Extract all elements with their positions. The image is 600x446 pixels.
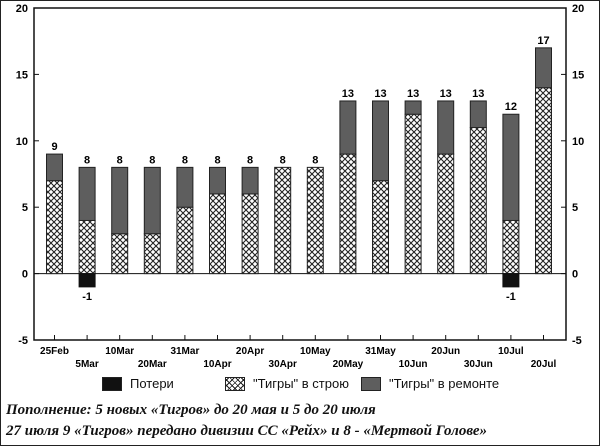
bar-in-repair	[535, 47, 552, 89]
bar-in-service	[46, 180, 63, 275]
x-tick-label: 31Mar	[170, 346, 199, 357]
total-label: 8	[312, 154, 318, 166]
x-tick-label: 10Apr	[203, 359, 231, 370]
legend-item-in-service: "Тигры" в строю	[225, 376, 349, 391]
x-tick-label: 30Apr	[269, 359, 297, 370]
total-label: 13	[472, 88, 484, 100]
y-tick-label-right: -5	[572, 335, 582, 347]
data-labels: 9 8 -1 8 8 8 8 8 8 8 13 13 13 13 13 12 -1 17	[51, 35, 549, 303]
y-tick-label-left: 15	[16, 69, 28, 81]
bar-in-repair	[143, 166, 161, 235]
bar-in-service	[274, 166, 292, 275]
y-tick-label-right: 10	[572, 136, 584, 148]
bar-in-repair	[111, 166, 129, 235]
total-label: 8	[149, 154, 155, 166]
bar-in-service	[339, 153, 357, 275]
x-tick-label: 10Jul	[498, 346, 524, 357]
total-label: 8	[117, 154, 123, 166]
y-tick-label-left: 10	[16, 136, 28, 148]
bar-in-repair	[46, 153, 63, 182]
bar-in-service	[241, 193, 259, 275]
loss-label: -1	[82, 291, 92, 303]
x-tick-label: 5Mar	[75, 359, 98, 370]
total-label: 8	[182, 154, 188, 166]
bar-in-repair	[437, 100, 455, 155]
y-tick-label-right: 20	[572, 3, 584, 15]
total-label: 8	[280, 154, 286, 166]
legend-swatch-in-repair	[361, 376, 381, 391]
bar-in-repair	[209, 166, 226, 195]
bar-in-service	[469, 127, 487, 275]
legend-swatch-in-service	[225, 376, 245, 391]
bar-in-repair	[502, 113, 520, 221]
bar-in-service	[306, 166, 324, 275]
total-label: 13	[440, 88, 452, 100]
total-label: 13	[342, 88, 354, 100]
x-tick-label: 10Jun	[399, 359, 428, 370]
legend: Потери "Тигры" в строю "Тигры" в ремонте	[0, 374, 600, 396]
total-label: 8	[84, 154, 90, 166]
loss-label: -1	[506, 291, 516, 303]
total-label: 13	[374, 88, 386, 100]
x-tick-label: 20Mar	[138, 359, 167, 370]
legend-swatch-losses	[102, 376, 122, 391]
total-label: 9	[51, 141, 57, 153]
bar-loss	[78, 273, 96, 288]
bar-in-service	[78, 219, 96, 275]
bar-in-service	[111, 233, 129, 275]
bar-in-repair	[404, 100, 422, 115]
legend-item-losses: Потери	[102, 376, 174, 391]
x-tick-label: 30Jun	[464, 359, 493, 370]
x-tick-label: 20Apr	[236, 346, 264, 357]
bar-in-service	[502, 219, 520, 275]
y-tick-label-right: 5	[572, 202, 578, 214]
bar-loss	[502, 273, 520, 288]
bars	[46, 47, 552, 288]
bar-in-service	[143, 233, 161, 275]
total-label: 17	[537, 35, 549, 47]
y-tick-label-left: 20	[16, 3, 28, 15]
x-tick-label: 25Feb	[40, 346, 69, 357]
bar-in-service	[176, 206, 194, 275]
x-tick-label: 31May	[365, 346, 396, 357]
legend-label-losses: Потери	[130, 376, 174, 391]
plot-area-frame	[33, 7, 567, 341]
y-tick-label-left: 0	[22, 269, 28, 281]
y-tick-label-right: 15	[572, 69, 584, 81]
legend-item-in-repair: "Тигры" в ремонте	[361, 376, 499, 391]
caption-line-1: Пополнение: 5 новых «Тигров» до 20 мая и…	[6, 402, 376, 418]
x-tick-label: 20May	[333, 359, 364, 370]
y-tick-label-left: -5	[18, 335, 28, 347]
bar-in-repair	[339, 100, 357, 155]
bar-in-repair	[372, 100, 389, 182]
bar-in-repair	[241, 166, 259, 195]
bar-in-service	[372, 180, 389, 275]
x-tick-label: 20Jun	[431, 346, 460, 357]
bar-in-repair	[78, 166, 96, 221]
total-label: 8	[247, 154, 253, 166]
bar-in-repair	[176, 166, 194, 208]
y-tick-label-right: 0	[572, 269, 578, 281]
total-label: 13	[407, 88, 419, 100]
x-tick-label: 10Mar	[105, 346, 134, 357]
x-tick-label: 20Jul	[531, 359, 557, 370]
bar-in-service	[535, 87, 552, 275]
bar-in-service	[404, 113, 422, 275]
legend-label-in-repair: "Тигры" в ремонте	[389, 376, 500, 391]
x-tick-label: 10May	[300, 346, 331, 357]
bar-in-service	[209, 193, 226, 275]
caption-line-2: 27 июля 9 «Тигров» передано дивизии СС «…	[6, 423, 487, 439]
legend-label-in-service: "Тигры" в строю	[253, 376, 349, 391]
total-label: 8	[214, 154, 220, 166]
bar-in-service	[437, 153, 455, 275]
bar-in-repair	[469, 100, 487, 129]
total-label: 12	[505, 101, 517, 113]
y-tick-label-left: 5	[22, 202, 28, 214]
